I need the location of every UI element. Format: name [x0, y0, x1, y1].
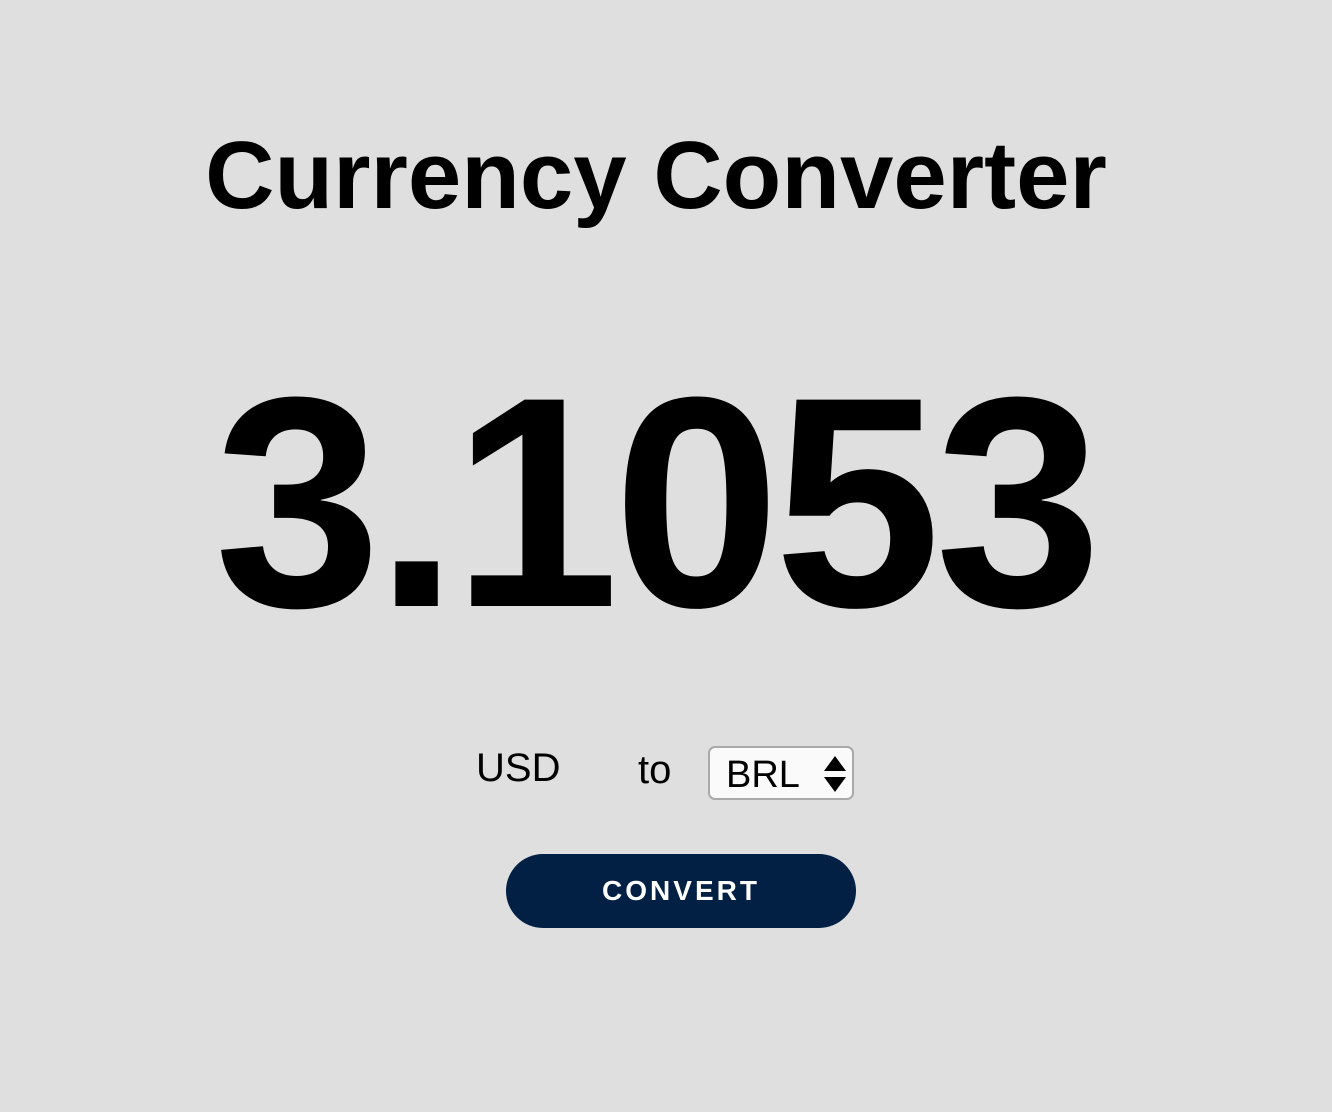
conversion-result: 3.1053 — [214, 334, 1102, 670]
to-currency-select[interactable]: BRL — [708, 746, 854, 800]
page-title: Currency Converter — [205, 122, 1107, 229]
selected-currency: BRL — [726, 754, 800, 796]
select-arrows-icon — [824, 756, 846, 792]
arrow-down-icon — [824, 777, 846, 792]
arrow-up-icon — [824, 756, 846, 771]
convert-button[interactable]: CONVERT — [506, 854, 856, 928]
to-label: to — [638, 748, 672, 792]
from-currency-label: USD — [476, 746, 561, 790]
